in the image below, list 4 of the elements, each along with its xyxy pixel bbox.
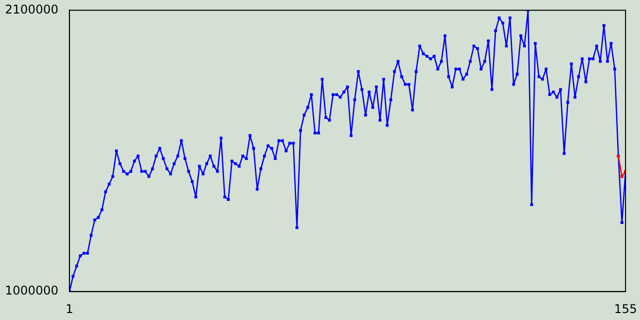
y-tick-label: 1000000: [4, 284, 58, 298]
x-tick-label: 1: [66, 302, 74, 316]
y-tick-label: 2100000: [4, 2, 58, 16]
x-tick-label: 155: [614, 302, 637, 316]
